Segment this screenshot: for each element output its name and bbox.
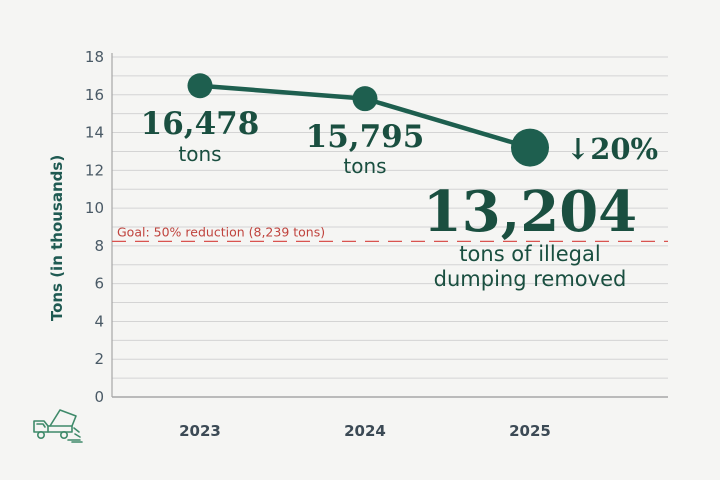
y-axis-label: Tons (in thousands) <box>48 155 66 321</box>
data-label-2023: 16,478 <box>141 106 260 142</box>
data-unit-2024: tons <box>343 154 386 178</box>
y-tick-label: 18 <box>85 48 104 66</box>
y-tick-label: 12 <box>85 161 104 179</box>
data-point-2024 <box>352 86 378 112</box>
data-unit-2025: tons of illegal dumping removed <box>434 242 627 291</box>
goal-line-group: Goal: 50% reduction (8,239 tons) <box>112 224 668 243</box>
data-label-2025: 13,204 <box>423 179 637 245</box>
y-tick-label: 8 <box>94 237 104 255</box>
y-tick-label: 4 <box>94 312 104 330</box>
data-unit-2023: tons <box>178 142 221 166</box>
x-ticks: 2023 2024 2025 <box>179 422 551 440</box>
grid <box>111 53 668 398</box>
x-tick-label: 2025 <box>509 422 551 440</box>
series <box>187 73 549 167</box>
y-tick-label: 16 <box>85 86 104 104</box>
x-tick-label: 2024 <box>344 422 386 440</box>
change-label: ↓20% <box>566 132 658 166</box>
y-ticks: 0 2 4 6 8 10 12 14 16 18 <box>85 48 104 406</box>
y-tick-label: 2 <box>94 350 104 368</box>
x-tick-label: 2023 <box>179 422 221 440</box>
goal-label: Goal: 50% reduction (8,239 tons) <box>117 224 325 239</box>
y-tick-label: 0 <box>94 388 104 406</box>
y-tick-label: 14 <box>85 124 104 142</box>
y-tick-label: 10 <box>85 199 104 217</box>
data-point-2025 <box>511 128 549 167</box>
dump-truck-icon <box>33 409 83 443</box>
data-label-2024: 15,795 <box>306 119 425 155</box>
y-tick-label: 6 <box>94 275 104 293</box>
data-point-2023 <box>187 73 213 99</box>
